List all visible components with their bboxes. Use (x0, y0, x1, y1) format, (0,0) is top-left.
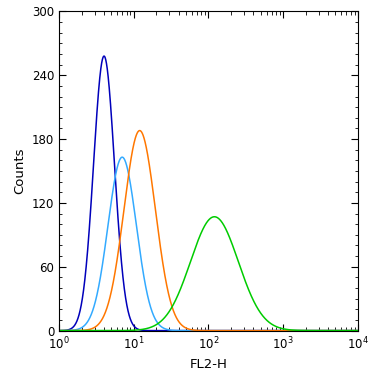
Y-axis label: Counts: Counts (13, 148, 26, 194)
X-axis label: FL2-H: FL2-H (190, 358, 227, 370)
